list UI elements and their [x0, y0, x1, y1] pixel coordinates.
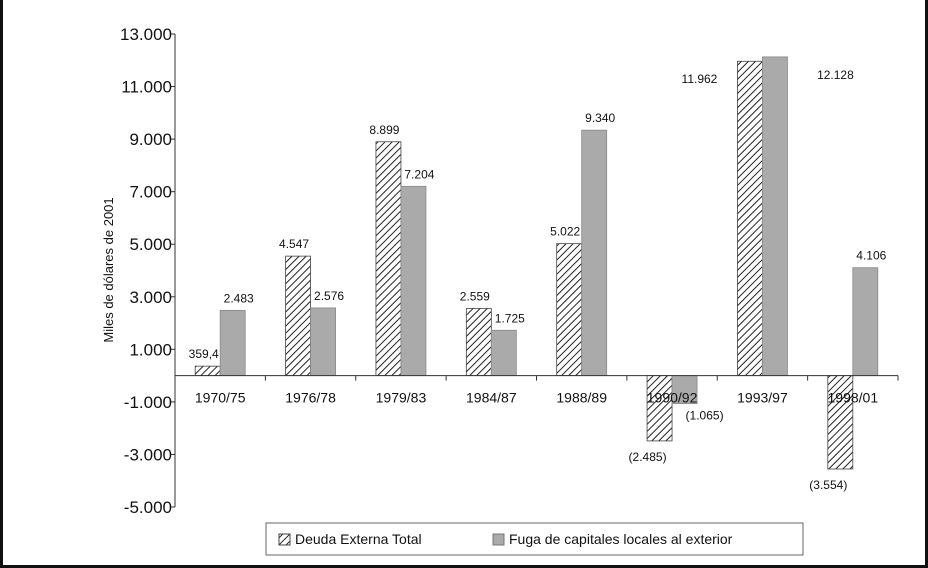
data-label: (2.485): [629, 450, 667, 464]
y-tick-label: 5.000: [129, 235, 172, 254]
category-label: 1979/83: [376, 390, 427, 406]
axes: [174, 34, 899, 507]
bar-fuga: [219, 309, 246, 377]
data-label: 1.725: [495, 311, 525, 325]
y-tick-label: -3.000: [124, 445, 172, 464]
data-label: 8.899: [369, 123, 399, 137]
data-label: 4.106: [856, 249, 886, 263]
bar-deuda: [375, 141, 402, 377]
bar-fuga: [310, 307, 336, 377]
data-label: 4.547: [279, 237, 309, 251]
bar-deuda: [646, 375, 673, 442]
category-label: 1993/97: [737, 390, 788, 406]
bar-deuda: [465, 307, 492, 377]
bar-deuda: [194, 365, 221, 377]
legend-label-deuda: Deuda Externa Total: [295, 531, 422, 547]
data-label: 359,4: [189, 347, 219, 361]
y-tick-label: 3.000: [129, 288, 172, 307]
bar-deuda: [827, 375, 854, 470]
category-label: 1998/01: [828, 390, 879, 406]
data-label: 9.340: [585, 111, 615, 125]
y-tick-label: 9.000: [129, 130, 172, 149]
legend-label-fuga: Fuga de capitales locales al exterior: [509, 531, 733, 547]
category-label: 1990/92: [647, 390, 698, 406]
y-tick-label: -1.000: [124, 393, 172, 412]
data-label: 11.962: [682, 72, 718, 86]
data-label: 5.022: [550, 225, 580, 239]
data-label: (3.554): [809, 478, 847, 492]
legend-swatch-deuda: [278, 533, 291, 546]
y-tick-label: 11.000: [121, 78, 172, 97]
legend: Deuda Externa Total Fuga de capitales lo…: [265, 522, 804, 556]
bar-deuda: [737, 60, 763, 377]
bar-fuga: [852, 267, 879, 377]
y-tick-label: 7.000: [129, 183, 172, 202]
legend-box: [265, 522, 804, 556]
y-tick-label: 1.000: [129, 340, 172, 359]
bar-deuda: [556, 243, 583, 377]
data-label: 7.204: [404, 167, 434, 181]
bar-fuga: [581, 129, 608, 377]
legend-swatch-fuga: [492, 533, 505, 546]
bar-fuga: [490, 329, 517, 377]
bar-deuda: [285, 255, 311, 377]
category-label: 1984/87: [466, 390, 517, 406]
data-label: 2.483: [224, 291, 254, 305]
data-label: (1.065): [686, 409, 724, 423]
bar-chart: Miles de dólares de 2001 13.000 11.000 9.0…: [101, 25, 899, 556]
category-label-group: 1970/75 1976/78 1979/83 1984/87 1988/89 1990/…: [195, 390, 878, 406]
y-axis-ticks: 13.000 11.000 9.000 7.000 5.000 3.000 1.000 -1.…: [120, 25, 175, 517]
data-label: 2.559: [460, 289, 490, 303]
category-label: 1970/75: [195, 390, 246, 406]
data-label-group: 359,4 2.483 4.547 2.576 8.899 7.204 2.559 1.725…: [189, 68, 887, 492]
data-label: 2.576: [314, 289, 344, 303]
bar-fuga: [762, 56, 788, 377]
category-label: 1988/89: [556, 390, 607, 406]
bar-fuga: [400, 185, 427, 377]
data-label: 12.128: [817, 68, 854, 82]
category-label: 1976/78: [285, 390, 336, 406]
y-tick-label: -5.000: [124, 498, 172, 517]
y-axis-label: Miles de dólares de 2001: [101, 197, 116, 342]
bar-series-group: [194, 56, 879, 470]
y-tick-label: 13.000: [120, 25, 172, 44]
y-axis-title: Miles de dólares de 2001: [101, 197, 116, 342]
